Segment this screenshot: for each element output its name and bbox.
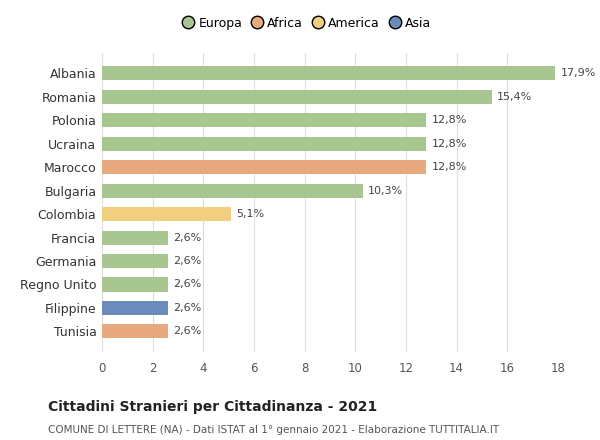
Legend: Europa, Africa, America, Asia: Europa, Africa, America, Asia (184, 17, 431, 30)
Text: 5,1%: 5,1% (236, 209, 265, 219)
Text: 12,8%: 12,8% (431, 162, 467, 172)
Text: 2,6%: 2,6% (173, 279, 201, 290)
Text: Cittadini Stranieri per Cittadinanza - 2021: Cittadini Stranieri per Cittadinanza - 2… (48, 400, 377, 414)
Text: 2,6%: 2,6% (173, 326, 201, 336)
Text: 15,4%: 15,4% (497, 92, 532, 102)
Text: 2,6%: 2,6% (173, 233, 201, 242)
Bar (102, 183, 363, 198)
Bar (102, 160, 426, 174)
Bar (102, 137, 426, 151)
Text: 12,8%: 12,8% (431, 139, 467, 149)
Text: 10,3%: 10,3% (368, 186, 403, 196)
Bar (102, 90, 492, 104)
Text: 2,6%: 2,6% (173, 303, 201, 313)
Bar (102, 324, 168, 338)
Text: COMUNE DI LETTERE (NA) - Dati ISTAT al 1° gennaio 2021 - Elaborazione TUTTITALIA: COMUNE DI LETTERE (NA) - Dati ISTAT al 1… (48, 425, 499, 435)
Bar (102, 207, 231, 221)
Text: 2,6%: 2,6% (173, 256, 201, 266)
Text: 17,9%: 17,9% (560, 69, 596, 78)
Bar (102, 113, 426, 127)
Bar (102, 301, 168, 315)
Bar (102, 254, 168, 268)
Bar (102, 231, 168, 245)
Bar (102, 66, 556, 81)
Text: 12,8%: 12,8% (431, 115, 467, 125)
Bar (102, 278, 168, 292)
